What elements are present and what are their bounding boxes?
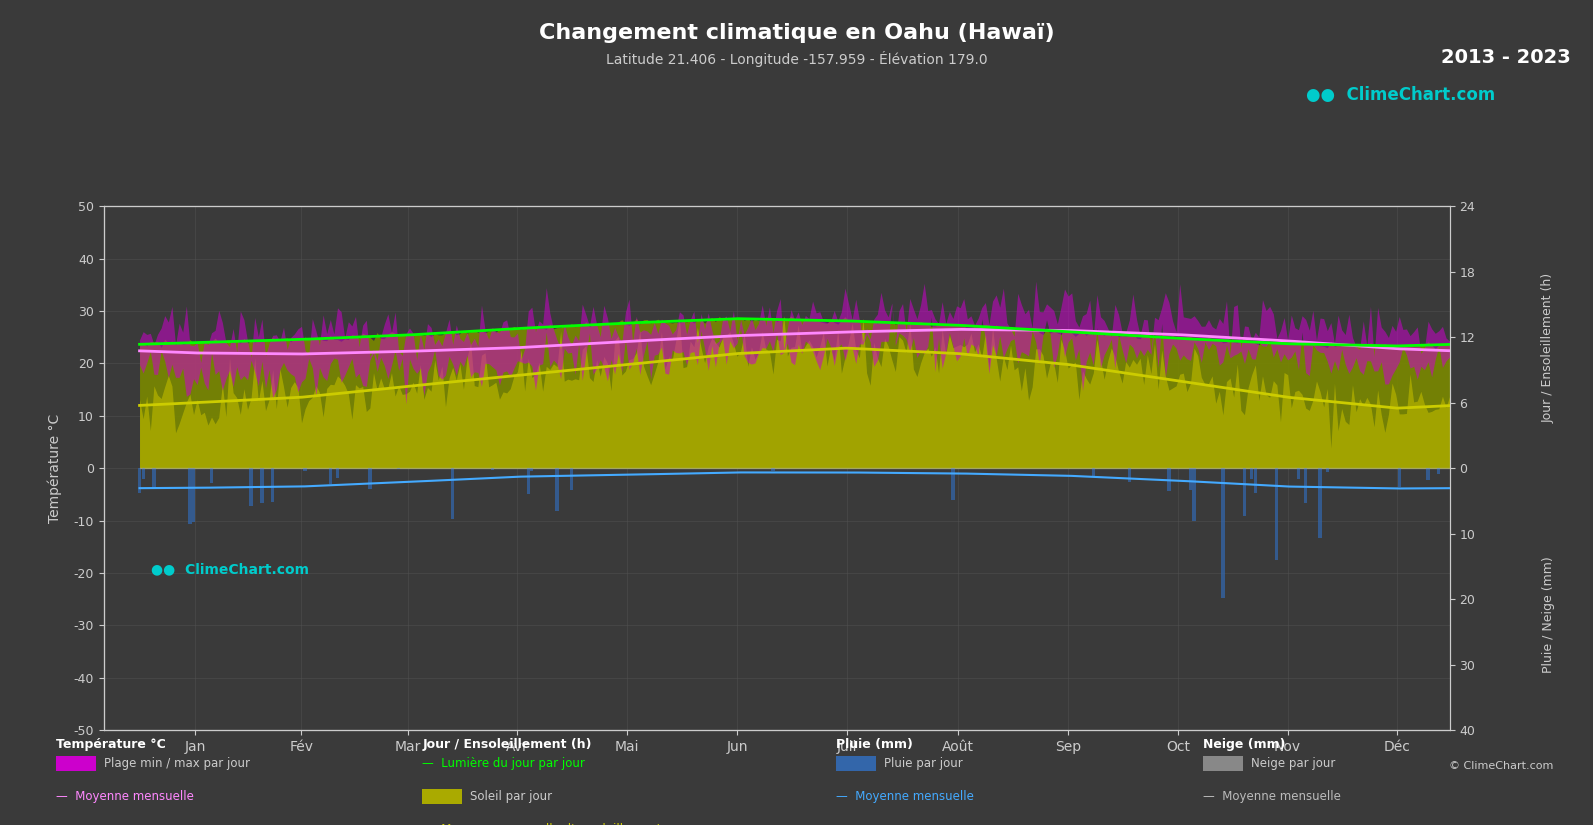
Text: Jour / Ensoleillement (h): Jour / Ensoleillement (h): [422, 738, 591, 752]
Bar: [142, 469, 145, 479]
Bar: [556, 469, 559, 511]
Bar: [328, 469, 331, 483]
Bar: [1426, 469, 1429, 479]
Bar: [153, 469, 156, 488]
Bar: [368, 469, 371, 489]
Bar: [451, 469, 454, 519]
Text: Plage min / max par jour: Plage min / max par jour: [104, 757, 250, 770]
Bar: [1254, 469, 1257, 493]
Text: 2013 - 2023: 2013 - 2023: [1440, 48, 1571, 68]
Bar: [1319, 469, 1322, 538]
Text: ●●  ClimeChart.com: ●● ClimeChart.com: [151, 563, 309, 576]
Bar: [1305, 469, 1308, 502]
Text: ●●  ClimeChart.com: ●● ClimeChart.com: [1306, 86, 1496, 104]
Bar: [271, 469, 274, 502]
Bar: [1168, 469, 1171, 492]
Bar: [1325, 469, 1329, 472]
Bar: [188, 469, 191, 525]
Text: Soleil par jour: Soleil par jour: [470, 790, 553, 803]
Bar: [304, 469, 307, 470]
Bar: [336, 469, 339, 478]
Bar: [1091, 469, 1094, 476]
Bar: [191, 469, 196, 522]
Bar: [1188, 469, 1192, 490]
Bar: [1128, 469, 1131, 483]
Text: Pluie (mm): Pluie (mm): [836, 738, 913, 752]
Text: —  Moyenne mensuelle: — Moyenne mensuelle: [56, 790, 194, 803]
Text: —  Lumière du jour par jour: — Lumière du jour par jour: [422, 757, 585, 770]
Text: Neige par jour: Neige par jour: [1251, 757, 1335, 770]
Bar: [491, 469, 494, 470]
Text: Pluie par jour: Pluie par jour: [884, 757, 962, 770]
Bar: [1222, 469, 1225, 597]
Text: Température °C: Température °C: [56, 738, 166, 752]
Bar: [1297, 469, 1300, 479]
Bar: [1437, 469, 1440, 474]
Bar: [210, 469, 213, 483]
Y-axis label: Température °C: Température °C: [48, 413, 62, 523]
Bar: [1193, 469, 1196, 521]
Text: Latitude 21.406 - Longitude -157.959 - Élévation 179.0: Latitude 21.406 - Longitude -157.959 - É…: [605, 50, 988, 67]
Bar: [1397, 469, 1400, 488]
Bar: [1251, 469, 1254, 479]
Text: —  Moyenne mensuelle: — Moyenne mensuelle: [836, 790, 975, 803]
Bar: [951, 469, 954, 501]
Bar: [250, 469, 253, 507]
Text: Changement climatique en Oahu (Hawaï): Changement climatique en Oahu (Hawaï): [538, 23, 1055, 43]
Bar: [260, 469, 263, 503]
Text: Neige (mm): Neige (mm): [1203, 738, 1286, 752]
Bar: [530, 469, 534, 471]
Text: Pluie / Neige (mm): Pluie / Neige (mm): [1542, 557, 1555, 673]
Text: —  Moyenne mensuelle: — Moyenne mensuelle: [1203, 790, 1341, 803]
Bar: [771, 469, 774, 471]
Text: Jour / Ensoleillement (h): Jour / Ensoleillement (h): [1542, 272, 1555, 422]
Bar: [527, 469, 530, 494]
Text: © ClimeChart.com: © ClimeChart.com: [1448, 761, 1553, 771]
Bar: [570, 469, 573, 489]
Bar: [139, 469, 142, 493]
Bar: [1243, 469, 1246, 516]
Text: —  Moyenne mensuelle d'ensoleillement: — Moyenne mensuelle d'ensoleillement: [422, 823, 661, 825]
Bar: [1276, 469, 1279, 560]
